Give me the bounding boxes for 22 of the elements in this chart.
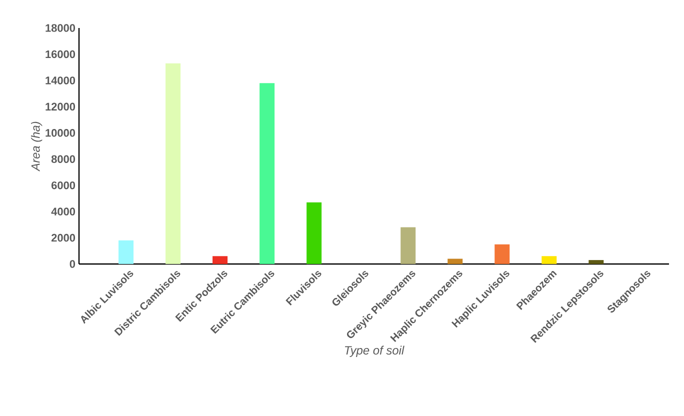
x-axis-title: Type of soil — [344, 346, 404, 357]
y-tick-label: 10000 — [46, 129, 76, 137]
y-tick-label: 12000 — [46, 102, 76, 111]
y-tick-label: 16000 — [46, 50, 76, 58]
bar — [448, 258, 463, 264]
bar — [260, 83, 275, 264]
y-axis-title: Area (ha) — [31, 122, 42, 172]
bar — [118, 240, 134, 264]
y-tick-label: 8000 — [51, 155, 76, 163]
bar — [212, 256, 228, 264]
bar — [542, 256, 557, 264]
bar — [306, 202, 322, 264]
y-tick-label: 14000 — [46, 76, 76, 84]
y-tick-label: 6000 — [52, 181, 76, 190]
bar — [166, 63, 181, 264]
y-tick-label: 4000 — [51, 208, 76, 216]
bar — [494, 244, 510, 264]
y-tick-label: 2000 — [51, 234, 76, 242]
y-tick-label: 0 — [70, 260, 76, 268]
bar — [588, 260, 604, 264]
y-tick-label: 18000 — [46, 24, 76, 32]
bar — [400, 227, 416, 264]
